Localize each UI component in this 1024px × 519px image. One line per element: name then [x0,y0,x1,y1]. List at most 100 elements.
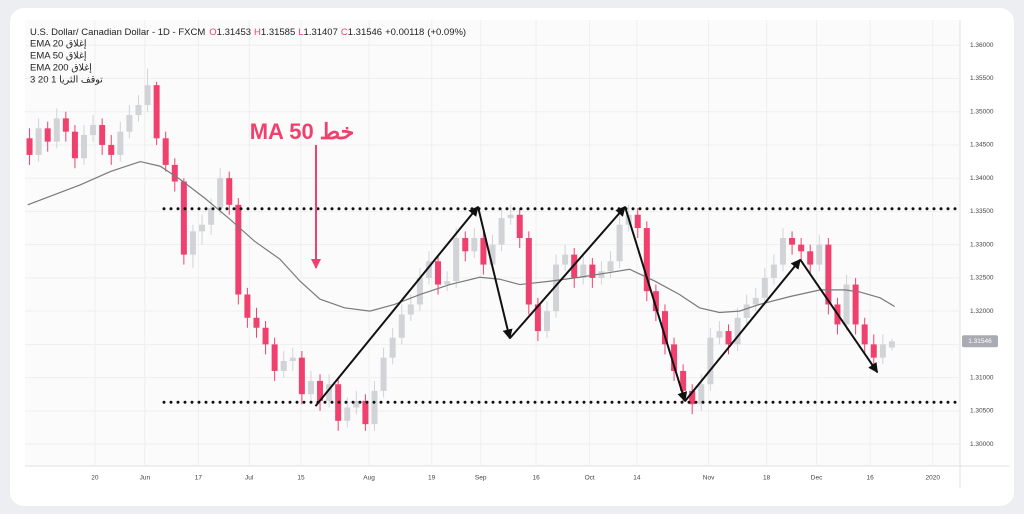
candle-body [861,324,868,345]
candle-body [90,125,97,135]
y-tick-label: 1.36000 [970,42,994,49]
candle-body [498,218,505,245]
candle-body [661,311,668,345]
legend-header: U.S. Dollar/ Canadian Dollar - 1D - FXCM… [30,27,466,38]
candle-body [543,311,550,332]
candle-body [843,284,850,325]
price-tag [962,335,998,348]
candle-body [289,357,296,361]
candle-body [825,244,832,305]
y-tick-label: 1.33500 [970,208,994,215]
candle-body [326,384,333,401]
x-tick-label: Sep [475,475,487,482]
x-tick-label: Jul [245,475,254,482]
candle-body [344,407,351,421]
candle-body [108,144,115,155]
candle-body [199,224,206,232]
candle-body [153,85,160,139]
candle-body [262,327,269,345]
indicator-label: EMA 50 إغلاق [30,51,87,62]
candle-body [770,264,777,278]
candle-body [62,118,69,132]
candle-body [117,131,124,155]
candle-body [307,380,314,395]
candle-body [752,297,759,305]
candle-body [807,251,814,265]
candle-body [35,128,42,155]
candle-body [671,344,678,371]
candle-body [425,261,432,278]
candle-body [317,380,324,401]
candle-body [734,317,741,345]
x-tick-label: 16 [532,475,540,482]
y-tick-label: 1.32000 [970,308,994,315]
candle-body [698,384,705,405]
candle-body [789,238,796,245]
y-tick-label: 1.34500 [970,142,994,149]
legend-text: 1.31407 [304,27,338,38]
x-tick-label: Nov [703,475,715,482]
candle-body [407,304,414,315]
trend-arrow [624,206,688,403]
x-tick-label: Jun [140,475,151,482]
candle-body [761,277,768,298]
trend-arrow [684,258,802,402]
candle-body [362,400,369,425]
indicator-label: EMA 20 إغلاق [30,39,87,50]
candle-body [607,261,614,272]
candle-body [217,178,224,209]
candle-body [26,138,33,155]
candle-body [462,238,469,252]
trend-arrow [477,206,513,340]
candle-body [371,390,378,425]
candle-body [507,214,514,219]
candle-body [616,224,623,262]
candle-body [634,214,641,229]
candle-body [888,341,895,348]
candle-body [71,131,78,159]
candle-body [852,284,859,325]
legend-text: 1.31585 [261,27,295,38]
candle-body [480,238,487,265]
candle-body [816,244,823,265]
y-tick-label: 1.32500 [970,275,994,282]
candle-body [135,105,142,116]
candle-body [81,134,88,159]
trend-arrow [314,205,479,407]
candle-body [707,337,714,385]
candle-body [180,181,187,255]
candle-body [879,344,886,358]
candle-body [652,291,659,312]
candle-body [580,264,587,278]
candle-body [489,244,496,265]
candle-body [235,204,242,295]
candle-body [189,231,196,255]
candle-body [162,138,169,165]
candle-body [743,304,750,318]
candle-body [453,238,460,282]
x-tick-label: Oct [585,475,595,482]
x-tick-label: 16 [867,475,875,482]
candle-body [471,238,478,252]
legend-ohlc-key: H [254,27,261,38]
candle-body [126,115,133,132]
candle-body [44,128,51,142]
candle-body [553,264,560,312]
y-tick-label: 1.30500 [970,408,994,415]
candle-body [534,304,541,332]
legend-text: 1.31546 [348,27,382,38]
annotation: خط MA 50 [250,119,355,144]
legend-text: U.S. Dollar/ Canadian Dollar - 1D - FXCM [30,27,205,38]
candle-body [444,281,451,285]
x-tick-label: Dec [811,475,823,482]
candle-body [416,277,423,305]
x-tick-label: 17 [195,475,203,482]
candle-body [144,85,151,106]
candle-body [389,337,396,358]
candle-body [226,178,233,205]
y-tick-label: 1.33000 [970,241,994,248]
candle-body [171,164,178,182]
candle-body [725,331,732,345]
x-tick-label: 15 [297,475,305,482]
